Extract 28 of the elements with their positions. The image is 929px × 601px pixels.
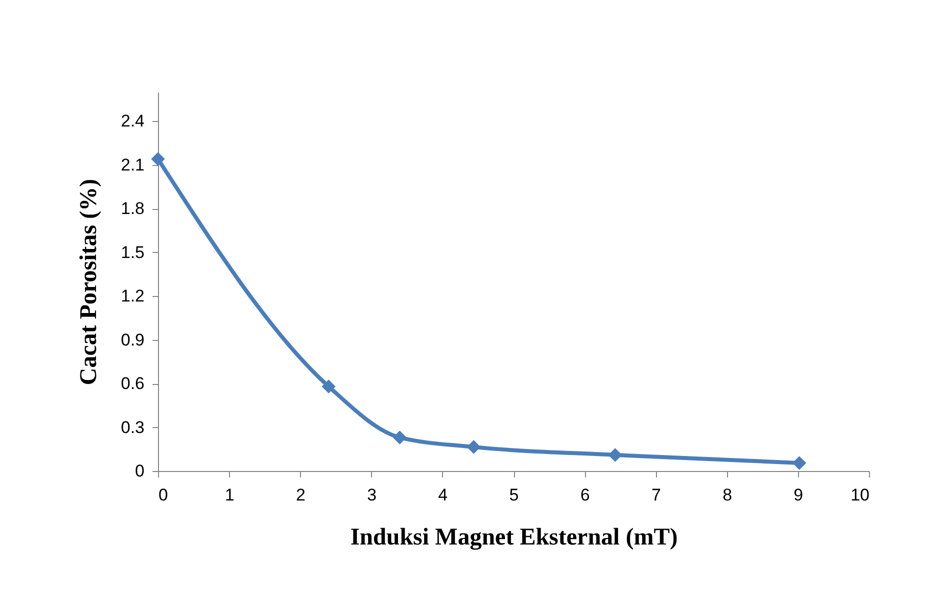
x-tick-label: 6 [580, 486, 590, 504]
point [322, 380, 336, 394]
y-tick-label: 2.1 [120, 155, 144, 174]
y-tick-label: 2.4 [120, 112, 144, 131]
y-tick-label: 1.2 [120, 286, 144, 306]
point [792, 456, 806, 470]
x-axis-title: Induksi Magnet Eksternal (mT) [350, 524, 678, 550]
x-tick-label: 2 [296, 486, 306, 504]
y-tick-label: 1.5 [120, 242, 144, 262]
y-tick-label: 0.3 [120, 418, 144, 437]
y-tick-label: 0 [135, 462, 144, 480]
x-tick-label: 1 [224, 486, 234, 504]
x-tick-label: 0 [158, 486, 168, 504]
y-tick-label: 0.6 [120, 374, 144, 394]
x-tick-label: 5 [509, 486, 519, 504]
y-axis-title: Cacat Porositas (%) [76, 178, 102, 386]
point [392, 430, 407, 444]
point [466, 440, 481, 454]
x-tick-label: 9 [794, 486, 804, 504]
point [608, 448, 622, 462]
x-tick-label: 10 [850, 486, 870, 504]
x-tick-label: 8 [722, 486, 732, 504]
x-tick-label: 4 [438, 486, 448, 504]
point [151, 152, 165, 166]
x-tick-label: 7 [651, 486, 661, 504]
y-tick-label: 0.9 [120, 330, 144, 350]
y-tick-label: 1.8 [120, 199, 144, 218]
x-tick-label: 3 [367, 486, 377, 504]
